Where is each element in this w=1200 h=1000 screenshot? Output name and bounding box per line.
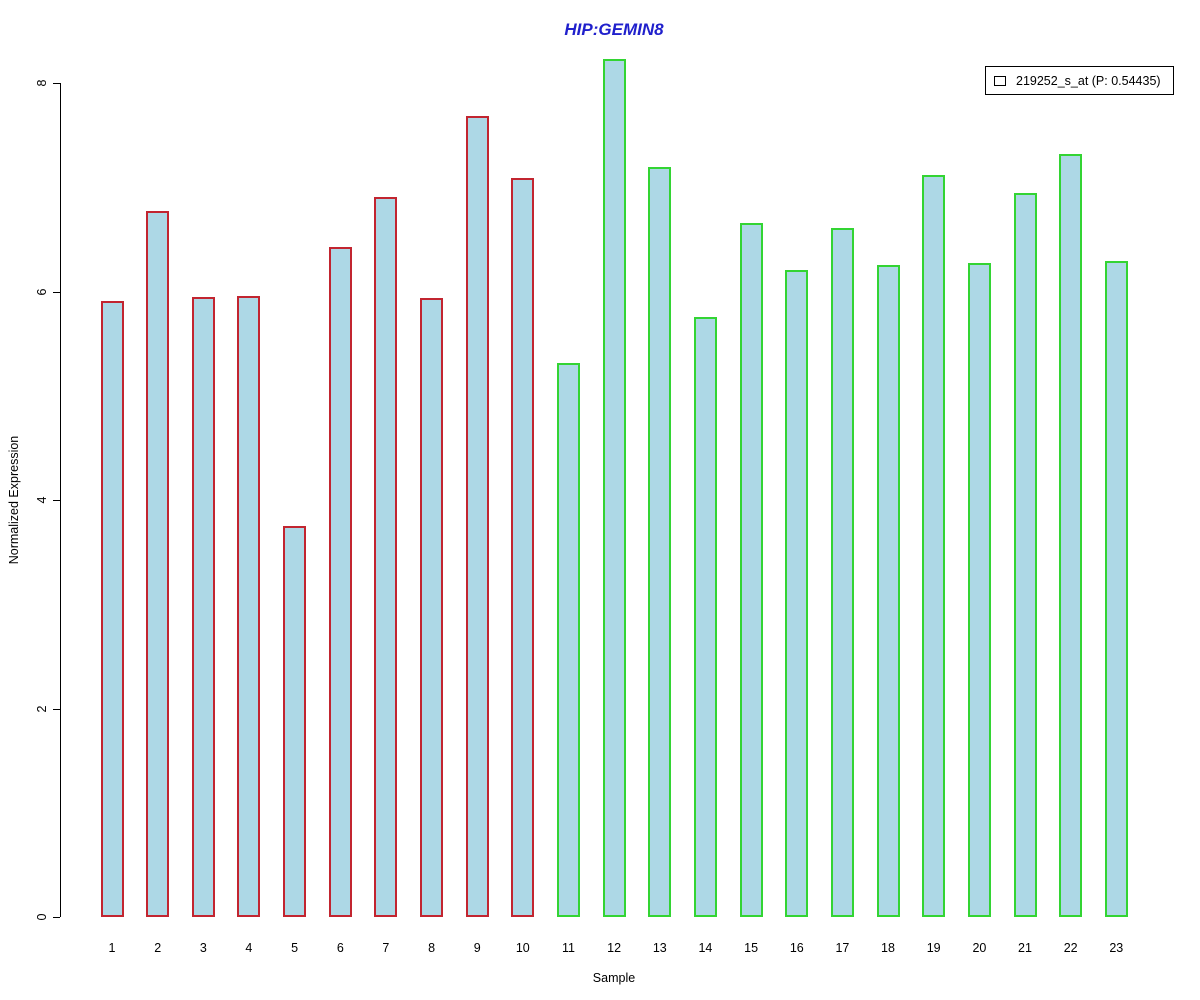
x-axis-tick-label: 19: [926, 941, 941, 955]
x-axis-title: Sample: [592, 971, 636, 985]
x-axis-tick-label: 22: [1063, 941, 1078, 955]
bar-sample-10: [511, 177, 535, 917]
x-axis-tick-label: 18: [881, 941, 895, 955]
x-axis-tick-label: 4: [245, 941, 253, 955]
bar-sample-9: [465, 116, 489, 917]
y-axis-tick-label: 6: [35, 288, 49, 295]
x-axis-tick-label: 13: [652, 941, 667, 955]
x-axis-tick-label: 15: [744, 941, 759, 955]
x-axis-tick-label: 9: [473, 941, 481, 955]
legend-label: 219252_s_at (P: 0.54435): [1016, 73, 1161, 88]
y-axis-tick: [53, 83, 60, 84]
x-axis-tick-label: 3: [199, 941, 207, 955]
bar-sample-12: [602, 59, 626, 917]
y-axis-tick: [53, 708, 60, 710]
x-axis-tick-label: 5: [291, 941, 299, 955]
x-axis-tick-label: 8: [428, 941, 436, 955]
x-axis-tick-label: 7: [382, 941, 390, 955]
chart-title: HIP:GEMIN8: [564, 20, 664, 39]
x-axis-tick-label: 11: [562, 941, 575, 955]
y-axis-tick: [53, 291, 60, 293]
bar-sample-11: [557, 363, 580, 917]
x-axis-tick-label: 16: [789, 941, 804, 955]
y-axis-line: [60, 83, 61, 917]
bar-sample-23: [1104, 261, 1128, 917]
bar-sample-3: [191, 296, 215, 917]
y-axis-tick-label: 2: [35, 705, 49, 712]
y-axis-tick-label: 0: [35, 913, 49, 921]
x-axis-tick-label: 20: [972, 941, 987, 955]
y-axis-tick: [53, 500, 60, 501]
x-axis-tick-label: 21: [1018, 941, 1032, 955]
x-axis-tick-label: 2: [154, 941, 162, 955]
bar-sample-16: [785, 269, 809, 917]
bar-sample-14: [693, 316, 717, 917]
y-axis-tick: [53, 917, 60, 918]
bar-sample-1: [100, 300, 124, 917]
x-axis-tick-label: 17: [835, 941, 850, 955]
bar-sample-13: [648, 167, 672, 917]
bar-sample-19: [922, 174, 946, 917]
bar-sample-7: [374, 196, 398, 917]
x-axis-tick-label: 1: [108, 941, 116, 955]
legend: 219252_s_at (P: 0.54435): [985, 66, 1174, 95]
y-axis-tick-label: 8: [35, 79, 49, 87]
y-axis-title: Normalized Expression: [7, 435, 21, 565]
bar-sample-4: [237, 295, 261, 917]
bar-sample-2: [146, 211, 170, 917]
x-axis-tick-label: 12: [607, 941, 622, 955]
x-axis-tick-label: 10: [515, 941, 530, 955]
bar-sample-15: [739, 222, 763, 917]
legend-swatch-icon: [994, 75, 1006, 86]
bar-sample-18: [876, 265, 900, 917]
bar-sample-22: [1059, 153, 1083, 917]
x-axis-tick-label: 14: [698, 941, 713, 955]
bar-sample-8: [420, 297, 444, 917]
bar-sample-6: [328, 246, 352, 917]
bar-sample-5: [283, 526, 307, 917]
x-axis-tick-label: 6: [336, 941, 344, 955]
bar-sample-21: [1013, 192, 1037, 917]
x-axis-tick-label: 23: [1109, 941, 1124, 955]
y-axis-tick-label: 4: [35, 496, 49, 504]
bar-sample-20: [967, 263, 991, 917]
bar-sample-17: [830, 227, 854, 917]
